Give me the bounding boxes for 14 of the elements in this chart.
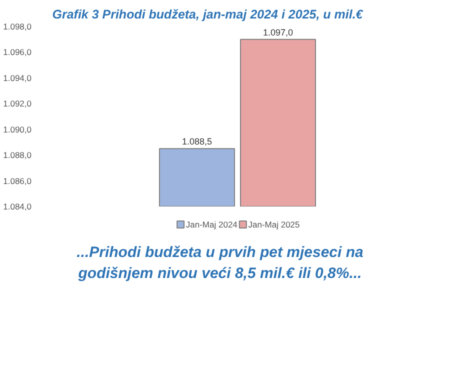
legend-label: Jan-Maj 2024: [186, 220, 238, 230]
chart-title: Grafik 3 Prihodi budžeta, jan-maj 2024 i 2025, u mil.€: [52, 8, 364, 22]
y-tick-label: 1.098,0: [3, 22, 32, 32]
y-tick-label: 1.090,0: [3, 124, 32, 134]
y-tick-label: 1.094,0: [3, 72, 32, 83]
y-tick-label: 1.086,0: [3, 176, 32, 186]
data-label: 1.097,0: [262, 27, 294, 38]
y-tick-label: 1.096,0: [3, 47, 32, 58]
legend-label: Jan-Maj 2025: [248, 220, 300, 230]
text: ...Prihodi budžeta u prvih pet mjeseci na godišnjem nivou veći 8,5 mil.€ ili 0,8%...: [76, 243, 364, 284]
y-tick-label: 1.088,0: [3, 150, 32, 160]
y-tick-label: 1.092,0: [3, 98, 32, 109]
data-label: 1.088,5: [182, 136, 212, 147]
y-tick-label: 1.084,0: [3, 202, 32, 212]
